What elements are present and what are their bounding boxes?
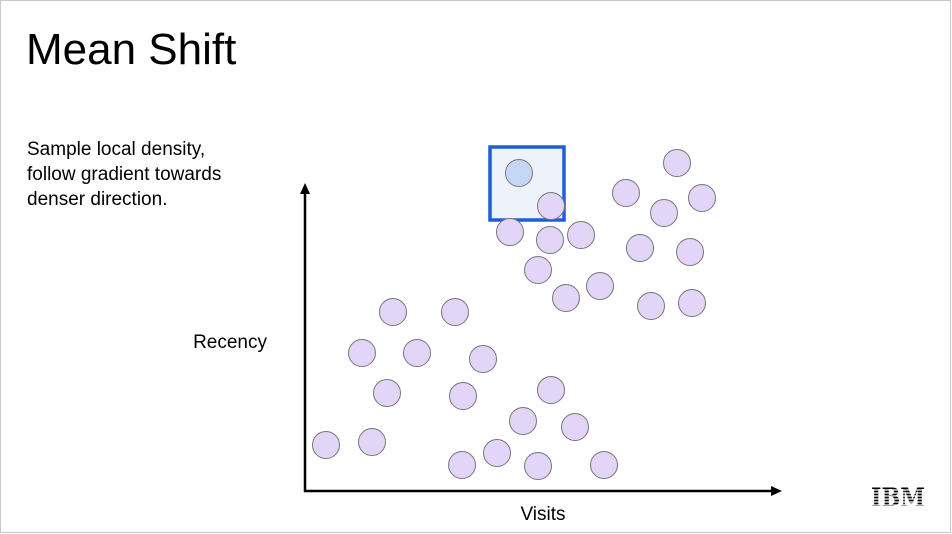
point (688, 184, 716, 212)
points (312, 149, 716, 480)
point (561, 413, 589, 441)
point (379, 298, 407, 326)
point (536, 226, 564, 254)
point (552, 284, 580, 312)
point (403, 339, 431, 367)
point (567, 221, 595, 249)
point (441, 298, 469, 326)
point (537, 192, 565, 220)
point (626, 234, 654, 262)
point (663, 149, 691, 177)
point (469, 345, 497, 373)
title: Mean Shift (26, 25, 236, 74)
point (312, 431, 340, 459)
point (483, 439, 511, 467)
body-line: denser direction. (27, 189, 167, 210)
y-axis-label: Recency (193, 332, 267, 353)
y-arrow (300, 183, 310, 194)
point (449, 382, 477, 410)
point (590, 451, 618, 479)
point (676, 238, 704, 266)
point (612, 179, 640, 207)
point (650, 199, 678, 227)
logo-text: IBM (871, 483, 925, 512)
logo-stripes (868, 489, 928, 509)
point (586, 272, 614, 300)
point (537, 376, 565, 404)
body-line: follow gradient towards (27, 164, 221, 185)
point (524, 452, 552, 480)
point (496, 218, 524, 246)
point (448, 451, 476, 479)
body-line: Sample local density, (27, 139, 205, 160)
point (678, 289, 706, 317)
x-axis-label: Visits (520, 504, 565, 525)
point (348, 339, 376, 367)
point (358, 428, 386, 456)
point (509, 407, 537, 435)
x-arrow (771, 486, 782, 496)
point (637, 292, 665, 320)
window-center (505, 159, 533, 187)
axes (300, 183, 782, 496)
logo: IBM (868, 483, 928, 512)
point (524, 256, 552, 284)
point (373, 379, 401, 407)
